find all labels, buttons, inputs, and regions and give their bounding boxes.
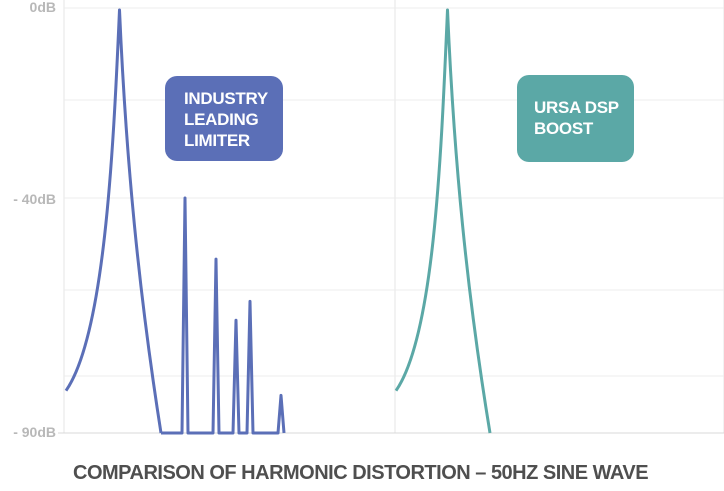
- y-tick-label: 0dB: [30, 0, 56, 15]
- limiter-label-text: LEADING: [184, 110, 258, 129]
- y-tick-label: - 90dB: [13, 424, 56, 440]
- y-tick-label: - 40dB: [13, 191, 56, 207]
- ursa-label-box: [517, 75, 634, 162]
- limiter-fundamental-peak: [64, 8, 163, 434]
- chart-title: COMPARISON OF HARMONIC DISTORTION – 50HZ…: [73, 462, 649, 484]
- harmonic-distortion-chart: 0dB - 40dB - 90dB INDUSTRY LEADING LIMITER URS…: [13, 0, 724, 440]
- limiter-harmonics-line: [161, 196, 286, 435]
- ursa-fundamental-peak: [394, 8, 492, 434]
- limiter-label-text: LIMITER: [184, 131, 250, 150]
- ursa-label-text: URSA DSP: [534, 98, 619, 117]
- limiter-label-text: INDUSTRY: [184, 89, 269, 108]
- limiter-label-box: [165, 76, 283, 161]
- ursa-label-text: BOOST: [534, 119, 594, 138]
